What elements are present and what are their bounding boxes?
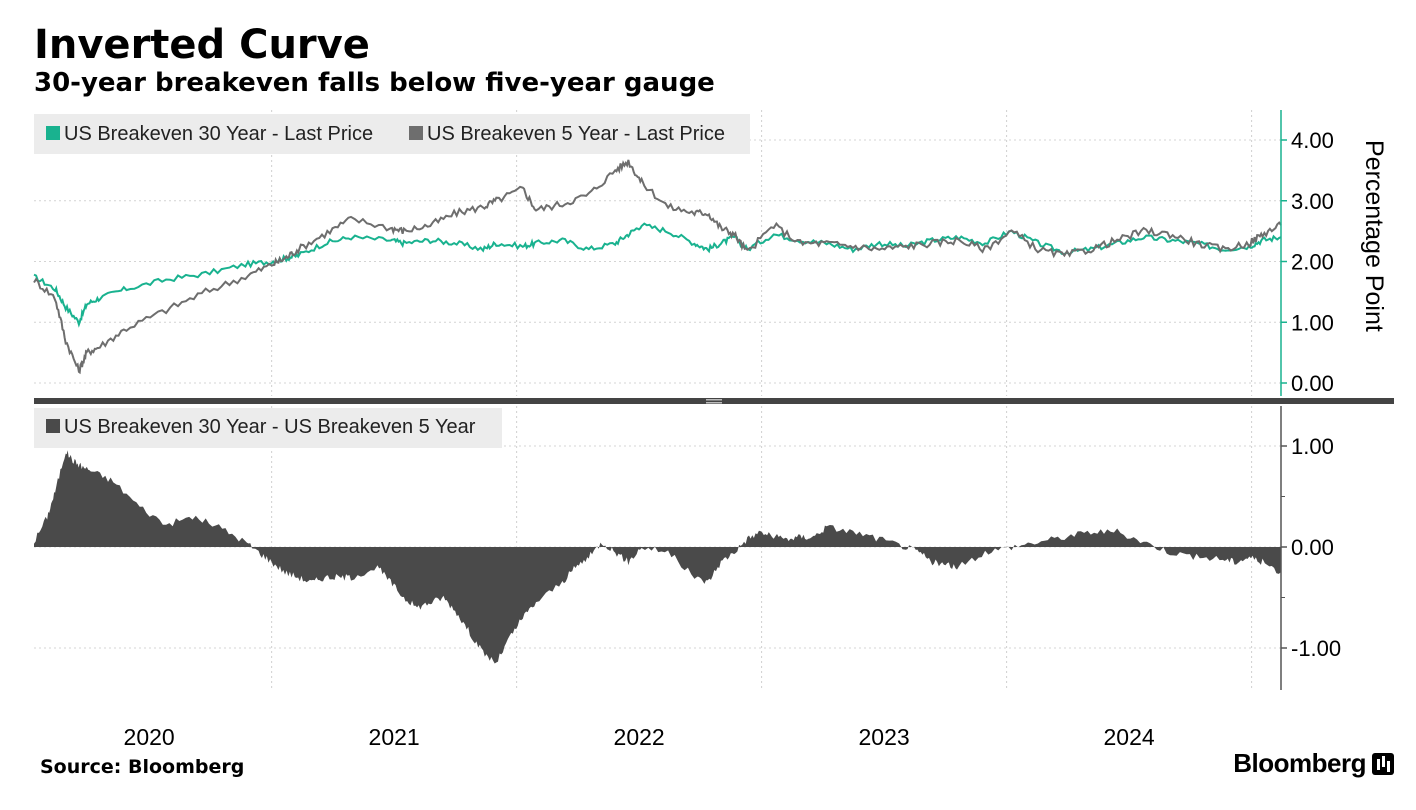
divider-handle [706, 399, 722, 401]
x-tick-label-2020: 2020 [124, 724, 175, 750]
legend-label-5y: US Breakeven 5 Year - Last Price [427, 123, 725, 145]
top-tick-label-4: 0.00 [1291, 371, 1334, 396]
x-tick-label-2024: 2024 [1104, 724, 1155, 750]
bottom-y-axis: 1.00 0.00 -1.00 [1280, 406, 1341, 690]
series-line-5y [33, 159, 1282, 375]
source-note: Source: Bloomberg [40, 756, 245, 778]
top-tick-label-3: 1.00 [1291, 310, 1334, 335]
series-line-30y [33, 222, 1282, 328]
bottom-legend: US Breakeven 30 Year - US Breakeven 5 Ye… [34, 408, 502, 448]
top-series-lines [33, 159, 1282, 375]
top-legend: US Breakeven 30 Year - Last Price US Bre… [34, 114, 750, 154]
bloomberg-logo: Bloomberg [1233, 748, 1366, 778]
spread-area [34, 450, 1281, 664]
legend-swatch-30y [46, 126, 60, 140]
spread-area-shape [34, 450, 1281, 664]
divider-handle-2 [706, 402, 722, 404]
top-tick-label-2: 2.00 [1291, 250, 1334, 275]
y-axis-label: Percentage Point [1360, 140, 1388, 332]
chart-subtitle: 30-year breakeven falls below five-year … [34, 68, 715, 98]
x-tick-label-2021: 2021 [369, 724, 420, 750]
legend-swatch-spread [46, 419, 60, 433]
x-tick-label-2023: 2023 [859, 724, 910, 750]
top-tick-label-0: 4.00 [1291, 128, 1334, 153]
bottom-tick-label-0: 1.00 [1291, 434, 1334, 459]
bottom-tick-label-2: -1.00 [1291, 636, 1341, 661]
bottom-legend-background [34, 408, 502, 448]
legend-label-30y: US Breakeven 30 Year - Last Price [64, 123, 373, 145]
top-legend-background [34, 114, 750, 154]
top-tick-label-1: 3.00 [1291, 189, 1334, 214]
top-y-axis: 4.00 3.00 2.00 1.00 0.00 [1280, 110, 1334, 396]
x-tick-label-2022: 2022 [614, 724, 665, 750]
bottom-tick-label-1: 0.00 [1291, 535, 1334, 560]
x-axis: 2020 2021 2022 2023 2024 [124, 724, 1155, 750]
chart-title: Inverted Curve [34, 22, 370, 68]
legend-swatch-5y [409, 126, 423, 140]
panel-divider [34, 398, 1394, 404]
bloomberg-chart-icon [1372, 753, 1394, 775]
legend-label-spread: US Breakeven 30 Year - US Breakeven 5 Ye… [64, 416, 476, 438]
